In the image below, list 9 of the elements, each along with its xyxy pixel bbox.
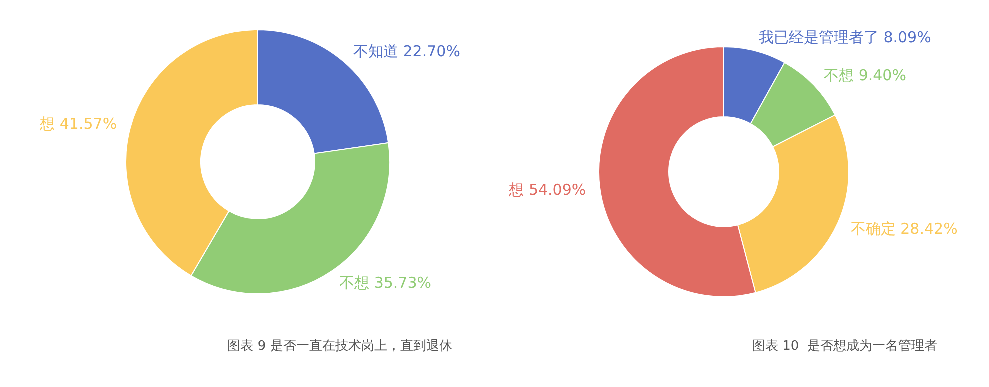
slice-label: 不知道 22.70% bbox=[354, 42, 460, 61]
slice-label: 不确定 28.42% bbox=[850, 220, 958, 238]
slice-label: 不想 9.40% bbox=[824, 66, 906, 85]
text: 图表 9 是否一直在技术岗上，直到退休 bbox=[228, 339, 452, 354]
slice-label: 不想 35.73% bbox=[340, 274, 432, 292]
slice-label: 想 41.57% bbox=[39, 114, 118, 133]
slice-label: 我已经是管理者了 8.09% bbox=[758, 28, 932, 46]
slice-label: 想 54.09% bbox=[508, 180, 586, 199]
text: 图表 10 是否想成为一名管理者 bbox=[752, 339, 938, 354]
